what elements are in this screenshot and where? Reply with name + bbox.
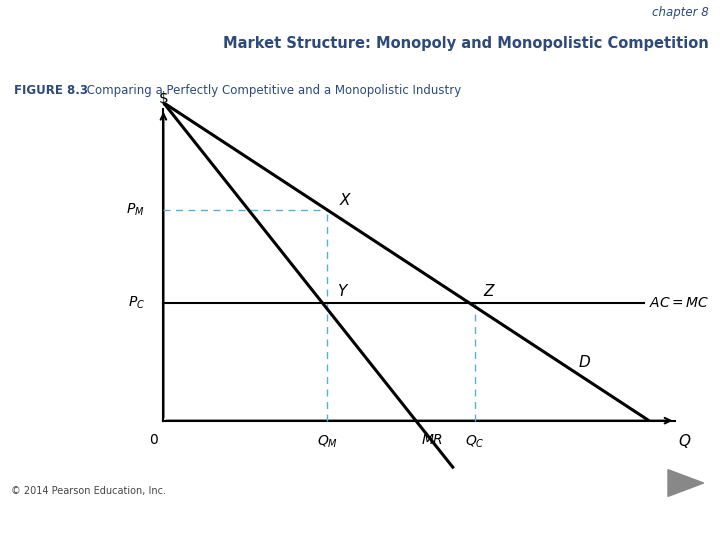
Text: FIGURE 8.3: FIGURE 8.3 xyxy=(14,84,89,97)
Text: $Z$: $Z$ xyxy=(482,283,496,299)
Text: $P_C$: $P_C$ xyxy=(128,295,145,311)
Text: $Q_C$: $Q_C$ xyxy=(465,434,485,450)
Text: © 2014 Pearson Education, Inc.: © 2014 Pearson Education, Inc. xyxy=(11,485,166,496)
Text: Market Structure: Monopoly and Monopolistic Competition: Market Structure: Monopoly and Monopolis… xyxy=(223,36,709,51)
Text: $\$$: $\$$ xyxy=(158,90,168,107)
Polygon shape xyxy=(668,470,703,496)
Text: $MR$: $MR$ xyxy=(421,434,444,447)
Text: $AC = MC$: $AC = MC$ xyxy=(649,296,709,310)
Text: chapter 8: chapter 8 xyxy=(652,6,709,19)
Text: 0: 0 xyxy=(150,434,158,447)
Text: $Y$: $Y$ xyxy=(336,283,349,299)
Text: Comparing a Perfectly Competitive and a Monopolistic Industry: Comparing a Perfectly Competitive and a … xyxy=(83,84,461,97)
Text: PEARSON: PEARSON xyxy=(582,508,709,532)
Text: $Q_M$: $Q_M$ xyxy=(317,434,338,450)
Text: ALWAYS LEARNING: ALWAYS LEARNING xyxy=(11,515,121,525)
Text: $X$: $X$ xyxy=(338,192,352,208)
Text: $Q$: $Q$ xyxy=(678,432,691,450)
Text: $D$: $D$ xyxy=(577,354,590,370)
Text: $P_M$: $P_M$ xyxy=(127,201,145,218)
